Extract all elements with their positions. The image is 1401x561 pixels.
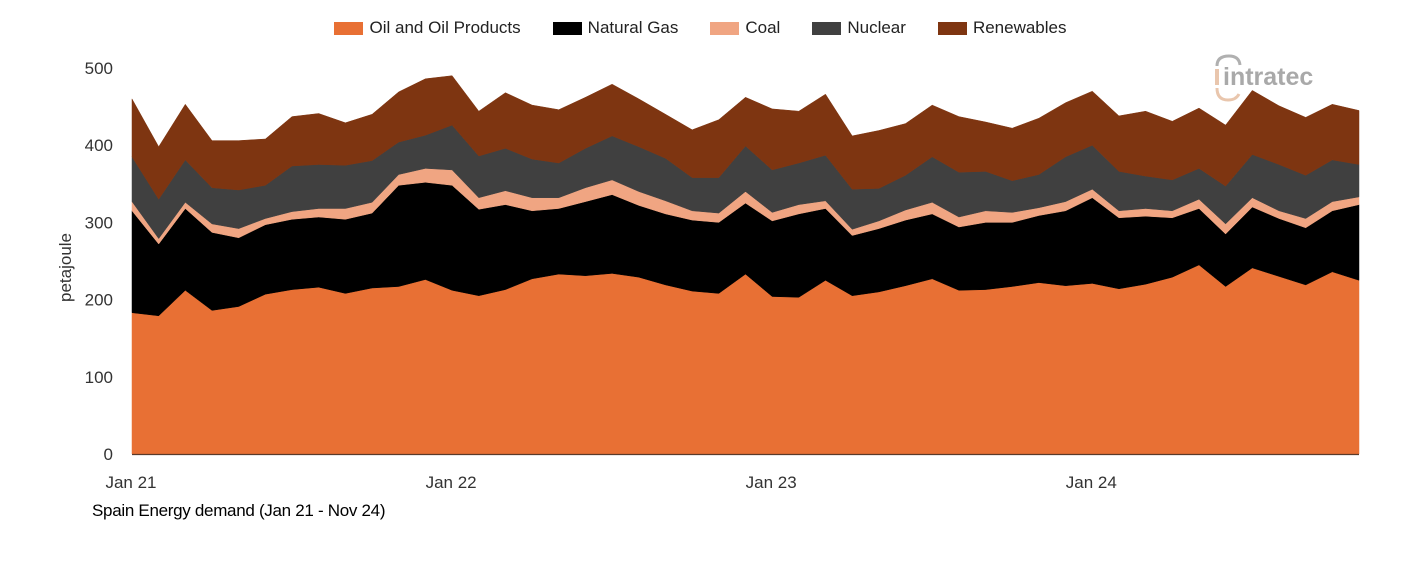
- y-tick-label: 0: [104, 445, 113, 464]
- chart-title: Spain Energy demand (Jan 21 - Nov 24): [92, 501, 386, 520]
- x-axis-ticks: Jan 21 Jan 22 Jan 23 Jan 24: [105, 473, 1116, 492]
- x-tick-label: Jan 24: [1066, 473, 1117, 492]
- area-renewables: [131, 75, 1360, 200]
- y-tick-label: 300: [85, 213, 113, 232]
- legend-swatch-natural-gas: [552, 21, 582, 35]
- x-tick-label: Jan 21: [105, 473, 156, 492]
- legend-swatch-coal: [710, 21, 740, 35]
- x-tick-label: Jan 22: [426, 473, 477, 492]
- chart-legend: Oil and Oil Products Natural Gas Coal Nu…: [0, 18, 1401, 38]
- legend-item-natural-gas: Natural Gas: [552, 18, 679, 38]
- logo-i-bar: [1215, 69, 1219, 85]
- logo-arc-top-icon: [1215, 54, 1242, 67]
- y-tick-label: 500: [85, 59, 113, 78]
- legend-label-nuclear: Nuclear: [847, 18, 906, 37]
- legend-item-renewables: Renewables: [937, 18, 1067, 38]
- legend-swatch-renewables: [937, 21, 967, 35]
- area-layers: [131, 75, 1360, 455]
- legend-label-coal: Coal: [745, 18, 781, 37]
- y-tick-label: 400: [85, 136, 113, 155]
- legend-label-natural-gas: Natural Gas: [587, 18, 679, 37]
- logo-arc-bottom-icon: [1215, 87, 1241, 102]
- y-tick-label: 100: [85, 368, 113, 387]
- y-tick-label: 200: [85, 291, 113, 310]
- logo-text: intratec: [1223, 63, 1313, 91]
- y-axis-label-text: petajoule: [56, 232, 75, 302]
- legend-swatch-oil: [334, 21, 364, 35]
- legend-item-oil: Oil and Oil Products: [334, 18, 521, 38]
- x-tick-label: Jan 23: [746, 473, 797, 492]
- intratec-logo: intratec: [1215, 54, 1313, 102]
- legend-label-renewables: Renewables: [972, 18, 1067, 37]
- y-axis-ticks: 0 100 200 300 400 500: [85, 59, 113, 464]
- area-oil-and-oil-products: [131, 264, 1360, 455]
- legend-item-coal: Coal: [710, 18, 780, 38]
- legend-swatch-nuclear: [812, 21, 842, 35]
- legend-label-oil: Oil and Oil Products: [369, 18, 521, 37]
- legend-item-nuclear: Nuclear: [812, 18, 906, 38]
